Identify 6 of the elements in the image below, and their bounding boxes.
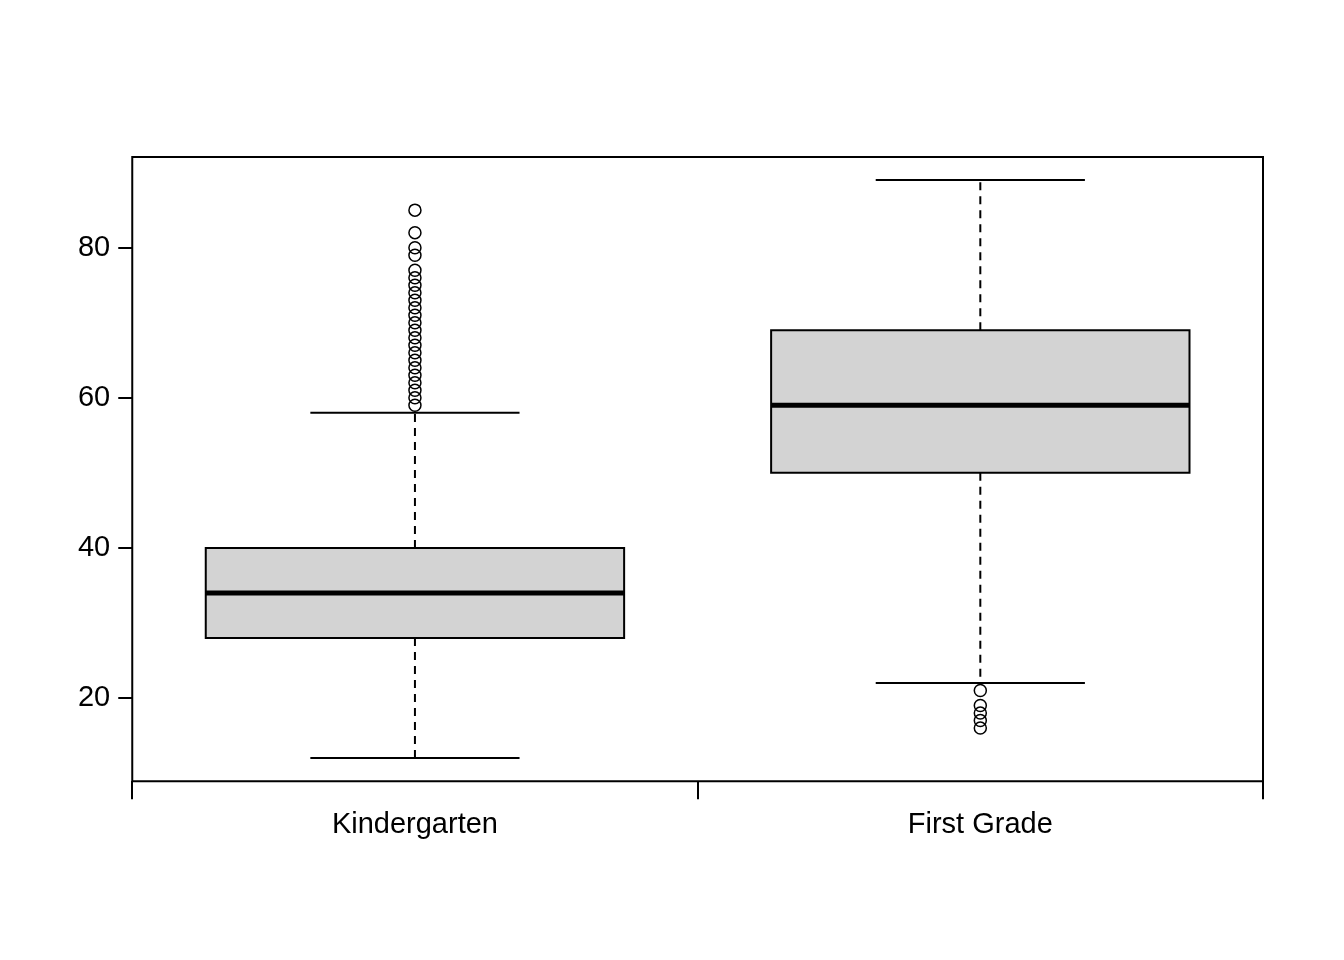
- y-tick-label: 80: [77, 229, 111, 262]
- x-tick-label: Kindergarten: [331, 806, 498, 839]
- y-tick-label: 40: [77, 529, 111, 562]
- x-tick-label: First Grade: [907, 806, 1053, 839]
- y-tick-label: 20: [77, 680, 111, 713]
- y-tick-label: 60: [77, 379, 111, 412]
